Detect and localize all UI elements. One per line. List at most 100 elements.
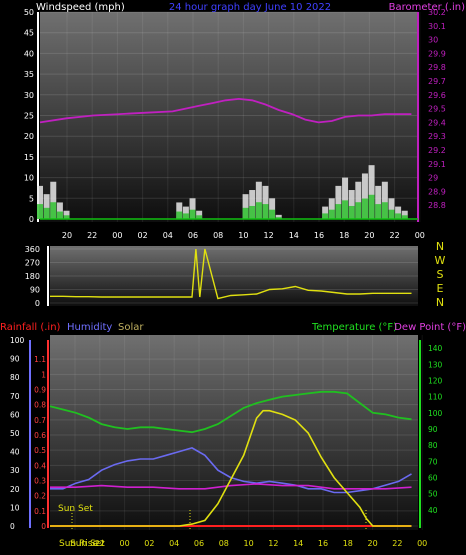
wind-average-bar: [50, 202, 57, 219]
temperature-tick-label: 120: [428, 376, 443, 385]
barometer-tick-label: 29.7: [428, 77, 446, 86]
time-tick-label: 18: [339, 231, 349, 240]
humidity-tick-label: 30: [10, 466, 20, 475]
time-tick-label: 22: [95, 539, 105, 548]
windspeed-bar: [335, 185, 342, 219]
temperature-line: [49, 390, 412, 434]
barometer-tick-label: 29.2: [428, 146, 446, 155]
direction-tick-label: 180: [25, 272, 40, 281]
windspeed-tick-label: 0: [29, 215, 34, 224]
temperature-tick-label: 100: [428, 409, 443, 418]
temperature-axis-title: Temperature (°F): [311, 322, 397, 333]
time-tick-label: 00: [112, 231, 122, 240]
time-tick-label: 08: [219, 539, 229, 548]
windspeed-bar: [182, 206, 189, 219]
windspeed-bar: [375, 185, 382, 219]
rainfall-tick-label: 0: [41, 522, 46, 531]
windspeed-bar: [401, 210, 408, 219]
time-tick-label: 00: [120, 539, 130, 548]
rainfall-tick-label: 0.4: [34, 461, 46, 470]
humidity-tick-label: 60: [10, 410, 20, 419]
wind-average-bar: [342, 200, 349, 219]
windspeed-bar: [43, 194, 50, 219]
humidity-tick-label: 70: [10, 392, 20, 401]
humidity-tick-label: 50: [10, 429, 20, 438]
time-tick-label: 12: [268, 539, 278, 548]
wind-average-bar: [189, 209, 196, 219]
windspeed-bar: [381, 181, 388, 219]
windspeed-bar: [56, 202, 63, 219]
barometer-tick-label: 29.5: [428, 105, 446, 114]
windspeed-bar: [249, 190, 256, 219]
windspeed-bar: [322, 206, 329, 219]
time-tick-label: 02: [138, 231, 148, 240]
time-tick-label: 14: [293, 539, 303, 548]
rainfall-tick-label: 0.5: [34, 446, 46, 455]
barometer-tick-label: 28.9: [428, 187, 446, 196]
dewpoint-line: [50, 483, 412, 490]
dewpoint-axis-title: Dew Point (°F): [394, 322, 466, 333]
barometer-tick-label: 29: [428, 174, 438, 183]
time-tick-label: 04: [169, 539, 179, 548]
temperature-tick-label: 70: [428, 457, 438, 466]
rainfall-tick-label: 0.2: [34, 492, 46, 501]
wind-average-bar: [381, 202, 388, 219]
sunset-label-marker: Sun Set: [58, 504, 93, 514]
windspeed-axis-title: Windspeed (mph): [36, 2, 125, 13]
wind-average-bar: [63, 215, 70, 219]
barometer-tick-label: 28.8: [428, 201, 446, 210]
windspeed-tick-label: 5: [29, 194, 34, 203]
time-tick-label: 22: [87, 231, 97, 240]
compass-label: W: [435, 254, 446, 267]
wind-average-bar: [335, 204, 342, 219]
windspeed-bar: [269, 198, 276, 219]
humidity-tick-label: 100: [10, 336, 25, 345]
wind-average-bar: [196, 215, 203, 219]
wind-average-bar: [43, 207, 50, 219]
wind-average-bar: [262, 204, 269, 219]
windspeed-tick-label: 10: [24, 174, 34, 183]
time-tick-label: 20: [62, 231, 72, 240]
direction-tick-label: 90: [30, 286, 40, 295]
windspeed-bar: [395, 206, 402, 219]
windspeed-tick-label: 15: [24, 153, 34, 162]
wind-average-bar: [328, 209, 335, 219]
barometer-tick-label: 30.2: [428, 8, 446, 17]
wind-average-bar: [361, 198, 368, 219]
barometer-tick-label: 29.3: [428, 132, 446, 141]
barometer-tick-label: 29.9: [428, 49, 446, 58]
time-tick-label: 22: [392, 539, 402, 548]
direction-tick-label: 0: [35, 299, 40, 308]
humidity-tick-label: 10: [10, 503, 20, 512]
windspeed-bar: [242, 194, 249, 219]
time-tick-label: 10: [238, 231, 248, 240]
temperature-tick-label: 90: [428, 425, 438, 434]
windspeed-bar: [37, 185, 43, 219]
compass-label: E: [437, 282, 444, 295]
solar-line: [50, 409, 412, 527]
rainfall-tick-label: 0.9: [34, 386, 46, 395]
time-tick-label: 20: [364, 231, 374, 240]
time-tick-label: 06: [188, 231, 198, 240]
direction-tick-label: 270: [25, 259, 40, 268]
rainfall-tick-label: 1.1: [34, 355, 46, 364]
humidity-tick-label: 90: [10, 355, 20, 364]
windspeed-bar: [368, 165, 375, 219]
windspeed-bar: [275, 214, 282, 219]
windspeed-bar: [50, 181, 57, 219]
windspeed-tick-label: 35: [24, 70, 34, 79]
solar-legend: Solar: [118, 322, 144, 333]
direction-tick-label: 360: [25, 245, 40, 254]
windspeed-bar: [189, 198, 196, 219]
time-tick-label: 14: [289, 231, 299, 240]
windspeed-bar: [63, 210, 70, 219]
time-tick-label: 00: [415, 231, 425, 240]
barometer-line: [39, 97, 412, 124]
wind-average-bar: [37, 204, 43, 219]
wind-average-bar: [375, 204, 382, 219]
wind-average-bar: [176, 211, 183, 219]
windspeed-bar: [262, 185, 269, 219]
rainfall-tick-label: 0.8: [34, 401, 46, 410]
time-tick-label: 02: [144, 539, 154, 548]
